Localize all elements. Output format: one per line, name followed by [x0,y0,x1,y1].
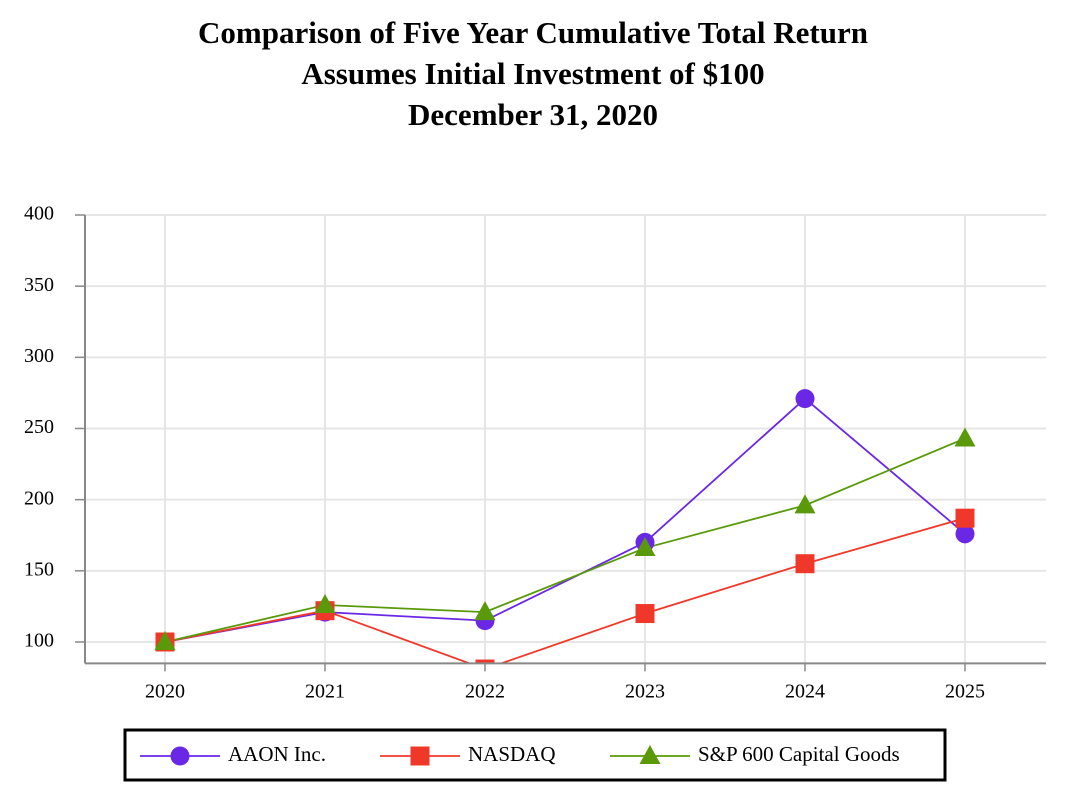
legend-label: AAON Inc. [228,742,326,766]
marker [794,494,816,514]
y-tick-label: 400 [24,203,54,225]
chart-title: December 31, 2020 [408,97,658,132]
x-tick-label: 2021 [305,681,345,703]
y-tick-label: 300 [24,345,54,367]
marker [795,389,815,409]
x-tick-label: 2022 [465,681,505,703]
marker [170,746,190,766]
y-tick-label: 350 [24,274,54,296]
chart-title: Comparison of Five Year Cumulative Total… [198,15,868,50]
legend: AAON Inc. NASDAQ S&P 600 Capital Goods [140,742,900,766]
marker [474,601,496,621]
y-tick-label: 200 [24,487,54,509]
marker [635,604,655,624]
marker [639,745,661,764]
legend-label: S&P 600 Capital Goods [698,742,900,766]
series-line [164,397,966,643]
marker [314,593,336,613]
legend-label: NASDAQ [468,742,556,766]
x-tick-label: 2023 [625,681,665,703]
plot-area [154,389,976,663]
x-tick-label: 2025 [945,681,985,703]
grid [85,214,1046,664]
marker [475,659,495,663]
x-tick-label: 2020 [145,681,185,703]
marker [634,537,656,557]
y-tick-label: 150 [24,558,54,580]
marker [410,746,430,766]
legend-box [123,728,947,782]
axes: 100 150 200 250 300 350 400 2020 2021 2022 2023 202… [24,203,1046,703]
marker [955,524,975,544]
marker [954,427,976,447]
marker [955,508,975,528]
x-tick-label: 2024 [785,681,825,703]
marker [154,631,176,650]
y-tick-label: 250 [24,416,54,438]
series-line [164,437,966,643]
marker [795,554,815,574]
chart-title: Assumes Initial Investment of $100 [301,56,764,91]
y-tick-label: 100 [24,630,54,652]
series-line [164,517,966,663]
